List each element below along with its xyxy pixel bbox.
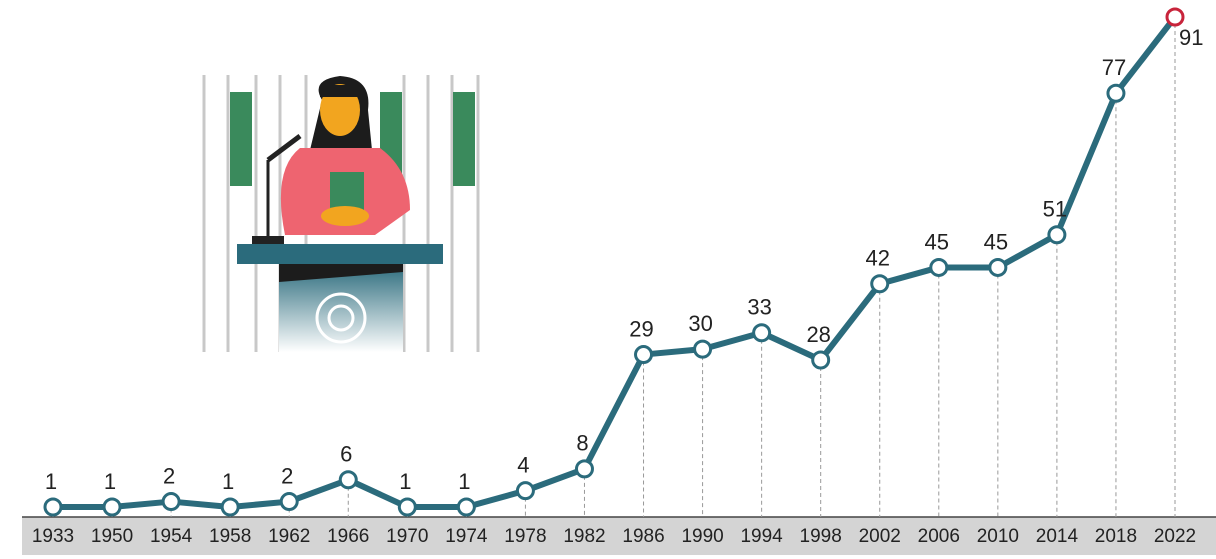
value-label: 1 <box>458 469 470 494</box>
value-label: 2 <box>281 463 293 488</box>
x-tick-label: 1978 <box>504 526 546 547</box>
point <box>576 461 592 477</box>
x-tick-label: 1994 <box>740 526 783 547</box>
x-tick-label: 1950 <box>91 526 133 547</box>
x-tick-label: 2022 <box>1154 526 1196 547</box>
line <box>53 17 1175 507</box>
plot-area: 1 1933 1 1950 2 1954 1 1958 2 1962 6 1966 1 1970 1 1974… <box>32 9 1204 547</box>
x-tick-label: 2014 <box>1036 526 1079 547</box>
x-tick-label: 1966 <box>327 526 369 547</box>
value-label: 30 <box>688 311 712 336</box>
point <box>872 276 888 292</box>
x-tick-label: 1958 <box>209 526 251 547</box>
value-label: 1 <box>222 469 234 494</box>
x-tick-label: 1970 <box>386 526 428 547</box>
x-tick-label: 1986 <box>622 526 664 547</box>
illustration <box>204 75 478 352</box>
point <box>1049 227 1065 243</box>
value-label: 8 <box>576 431 588 456</box>
x-tick-label: 1998 <box>800 526 842 547</box>
x-tick-label: 1974 <box>445 526 488 547</box>
point <box>281 494 297 510</box>
point <box>458 499 474 515</box>
point <box>695 341 711 357</box>
x-tick-label: 1982 <box>563 526 605 547</box>
value-label: 1 <box>45 469 57 494</box>
point <box>104 499 120 515</box>
x-tick-label: 2010 <box>977 526 1019 547</box>
point <box>1108 85 1124 101</box>
value-label: 2 <box>163 463 175 488</box>
point <box>222 499 238 515</box>
value-label: 77 <box>1102 55 1126 80</box>
point <box>399 499 415 515</box>
x-tick-label: 2006 <box>918 526 960 547</box>
point <box>340 472 356 488</box>
chart: 1 1933 1 1950 2 1954 1 1958 2 1962 6 1966 1 1970 1 1974… <box>0 0 1216 559</box>
point <box>931 259 947 275</box>
value-label: 91 <box>1179 25 1203 50</box>
x-tick-label: 2002 <box>859 526 901 547</box>
value-label: 4 <box>517 452 529 477</box>
x-tick-label: 1990 <box>681 526 723 547</box>
value-label: 42 <box>865 246 889 271</box>
x-tick-label: 1962 <box>268 526 310 547</box>
x-tick-label: 1933 <box>32 526 74 547</box>
point <box>517 483 533 499</box>
value-label: 45 <box>925 229 949 254</box>
point <box>813 352 829 368</box>
point <box>754 325 770 341</box>
point <box>636 347 652 363</box>
point <box>1167 9 1183 25</box>
value-label: 1 <box>104 469 116 494</box>
value-label: 33 <box>747 295 771 320</box>
x-tick-label: 1954 <box>150 526 193 547</box>
value-label: 1 <box>399 469 411 494</box>
point <box>163 494 179 510</box>
value-label: 51 <box>1043 197 1067 222</box>
value-label: 28 <box>806 322 830 347</box>
value-label: 6 <box>340 442 352 467</box>
value-label: 45 <box>984 229 1008 254</box>
value-label: 29 <box>629 316 653 341</box>
point <box>45 499 61 515</box>
x-tick-label: 2018 <box>1095 526 1137 547</box>
point <box>990 259 1006 275</box>
